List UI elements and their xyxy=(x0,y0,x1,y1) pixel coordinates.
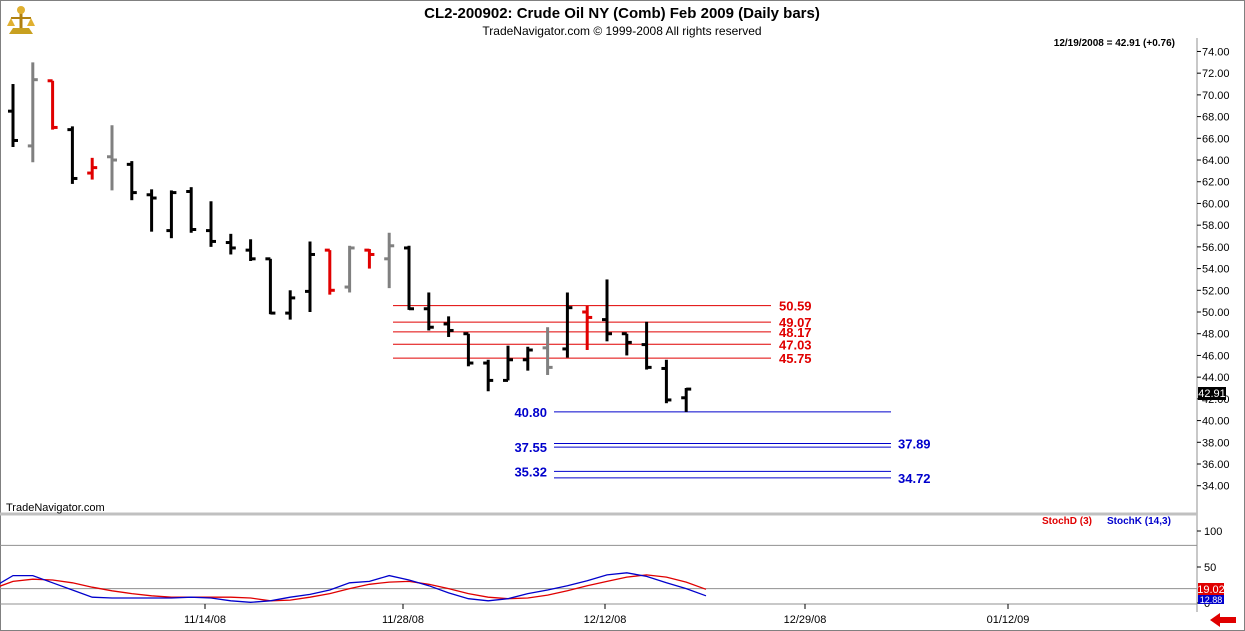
ohlc-bar xyxy=(602,279,612,342)
y-tick-label: 70.00 xyxy=(1202,90,1230,102)
y-tick-label: 52.00 xyxy=(1202,285,1230,297)
fib-level-label: 47.03 xyxy=(779,337,812,352)
ohlc-bar xyxy=(443,316,454,337)
ohlc-bar xyxy=(641,321,652,370)
y-tick-label: 50.00 xyxy=(1202,307,1230,319)
ohlc-bar xyxy=(47,79,58,130)
y-tick-label: 34.00 xyxy=(1202,481,1230,493)
ohlc-bar xyxy=(67,126,78,184)
ohlc-bar xyxy=(542,327,553,375)
ohlc-bar xyxy=(463,332,474,367)
ohlc-bar xyxy=(661,359,672,404)
y-tick-label: 72.00 xyxy=(1202,68,1230,80)
ohlc-bar xyxy=(206,201,216,247)
stoch-value-badges: 19.02 12.88 xyxy=(1197,583,1225,605)
y-tick-label: 66.00 xyxy=(1202,133,1230,145)
y-tick-label: 74.00 xyxy=(1202,46,1230,58)
y-tick-label: 46.00 xyxy=(1202,350,1230,362)
watermark: TradeNavigator.com xyxy=(6,502,105,514)
ohlc-bar xyxy=(384,232,395,289)
trade-navigator-logo xyxy=(7,6,35,34)
x-tick-label: 12/29/08 xyxy=(784,614,827,626)
y-tick-label: 40.00 xyxy=(1202,416,1230,428)
ohlc-bar xyxy=(681,387,692,412)
target-level-label: 34.72 xyxy=(898,471,931,486)
chart-title: CL2-200902: Crude Oil NY (Comb) Feb 2009… xyxy=(424,5,820,22)
ohlc-bar xyxy=(146,189,157,232)
x-tick-label: 11/28/08 xyxy=(382,614,424,626)
date-axis: 11/14/08 11/28/08 12/12/08 12/29/08 01/12/09 xyxy=(184,604,1029,626)
y-tick-label: 54.00 xyxy=(1202,264,1230,276)
stoch-tick-label: 50 xyxy=(1204,562,1216,574)
target-level-label: 40.80 xyxy=(514,405,547,420)
x-tick-label: 11/14/08 xyxy=(184,614,226,626)
legend-stochd: StochD (3) xyxy=(1042,516,1092,527)
stochk-line xyxy=(0,572,707,603)
target-level-label: 35.32 xyxy=(514,464,547,479)
ohlc-bar xyxy=(126,161,137,201)
scroll-left-arrow-icon[interactable] xyxy=(1206,612,1238,628)
ohlc-bar xyxy=(562,292,573,358)
fib-level-label: 48.17 xyxy=(779,325,812,340)
stochk-value: 12.88 xyxy=(1200,595,1223,605)
fib-level-label: 49.07 xyxy=(779,315,812,330)
ohlc-bar xyxy=(582,305,593,351)
legend-stochk: StochK (14,3) xyxy=(1107,516,1171,527)
ohlc-bar xyxy=(265,257,276,315)
target-level-label: 37.55 xyxy=(514,440,547,455)
y-tick-label: 68.00 xyxy=(1202,112,1230,124)
price-axis: 74.00 72.00 70.00 68.00 66.00 64.00 62.00 60.00… xyxy=(1197,46,1230,493)
price-bars xyxy=(8,62,692,412)
ohlc-bar xyxy=(621,332,632,356)
ohlc-bar xyxy=(522,346,533,371)
ohlc-bar xyxy=(225,233,236,255)
y-tick-label: 62.00 xyxy=(1202,177,1230,189)
stoch-tick-label: 100 xyxy=(1204,526,1222,538)
y-tick-label: 48.00 xyxy=(1202,329,1230,341)
x-tick-label: 12/12/08 xyxy=(584,614,627,626)
target-level-label: 37.89 xyxy=(898,436,931,451)
chart-subtitle: TradeNavigator.com © 1999-2008 All right… xyxy=(482,24,761,38)
y-tick-label: 60.00 xyxy=(1202,198,1230,210)
ohlc-bar xyxy=(344,245,355,293)
y-tick-label: 58.00 xyxy=(1202,220,1230,232)
ohlc-bar xyxy=(87,157,98,180)
ohlc-bar xyxy=(245,239,256,261)
y-tick-label: 56.00 xyxy=(1202,242,1230,254)
ohlc-bar xyxy=(8,84,18,147)
fib-level-label: 50.59 xyxy=(779,299,812,314)
y-tick-label: 36.00 xyxy=(1202,459,1230,471)
current-price-label: 42.91 xyxy=(1198,388,1226,400)
ohlc-bar xyxy=(364,248,375,269)
ohlc-bar xyxy=(404,245,414,311)
fib-level-label: 45.75 xyxy=(779,351,812,366)
ohlc-bar xyxy=(186,187,197,233)
ohlc-bar xyxy=(166,190,177,239)
current-price-marker: 42.91 xyxy=(1198,387,1226,400)
stochd-value: 19.02 xyxy=(1197,584,1225,596)
ohlc-bar xyxy=(107,125,117,191)
ohlc-bar xyxy=(27,62,38,163)
last-price-info: 12/19/2008 = 42.91 (+0.76) xyxy=(1054,38,1175,49)
ohlc-bar xyxy=(423,292,434,331)
stochd-line xyxy=(0,574,707,602)
ohlc-bar xyxy=(483,359,494,392)
ohlc-bar xyxy=(324,248,335,295)
x-tick-label: 01/12/09 xyxy=(987,614,1030,626)
y-tick-label: 38.00 xyxy=(1202,437,1230,449)
stochastic-panel: 100500 xyxy=(0,526,1222,610)
ohlc-bar xyxy=(305,241,315,313)
y-tick-label: 64.00 xyxy=(1202,155,1230,167)
ohlc-bar xyxy=(285,290,296,320)
y-tick-label: 44.00 xyxy=(1202,372,1230,384)
ohlc-bar xyxy=(503,345,513,382)
